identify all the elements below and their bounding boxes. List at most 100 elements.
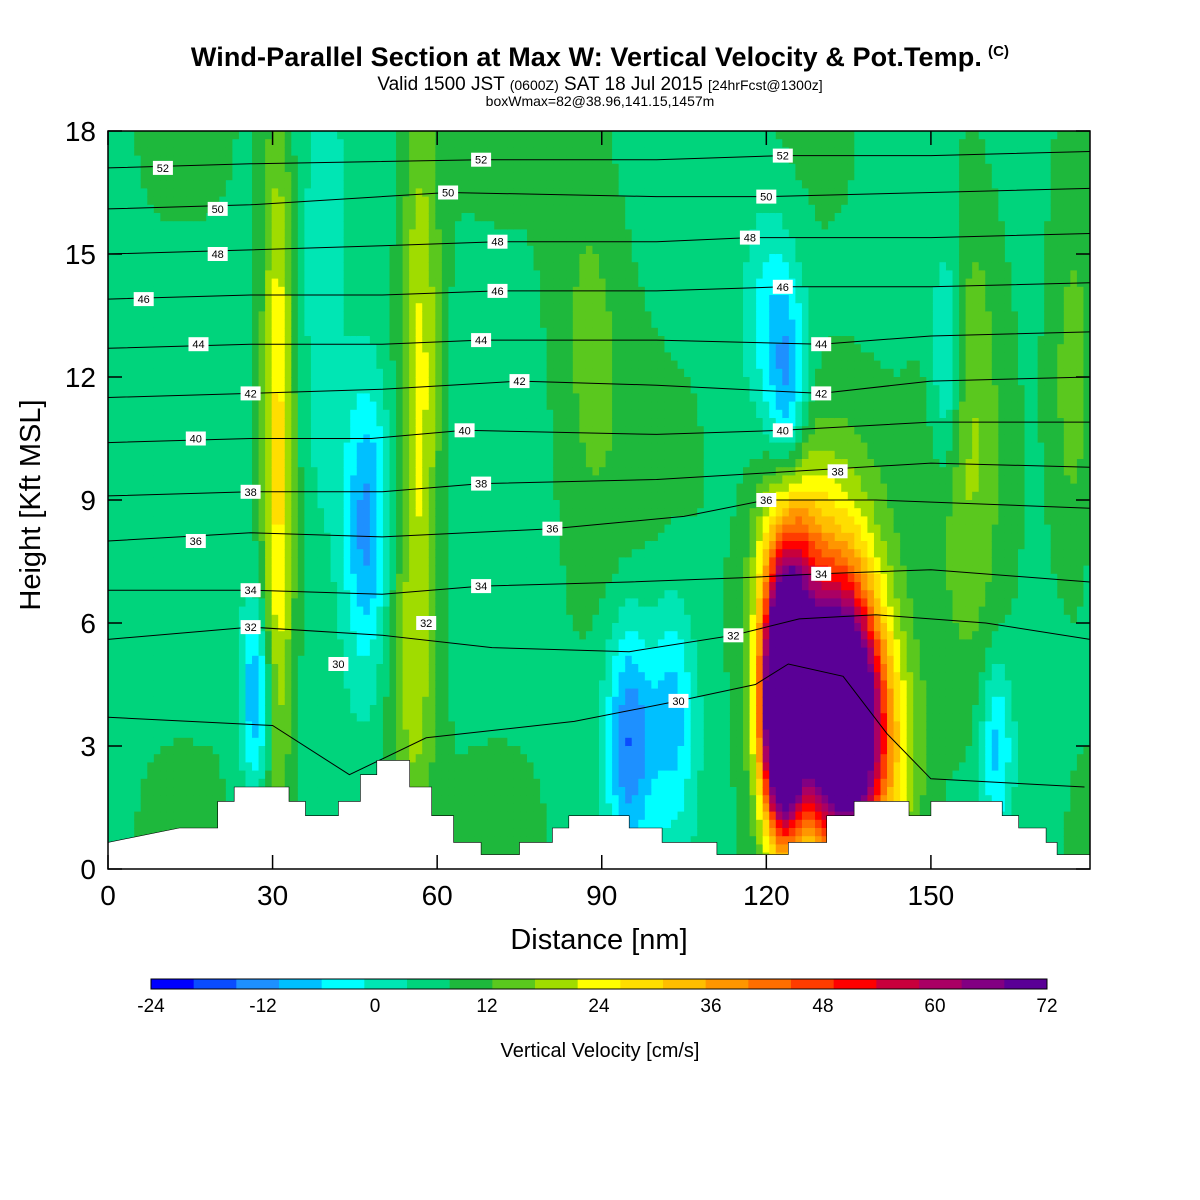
velocity-cell — [166, 360, 175, 370]
velocity-cell — [297, 467, 305, 476]
velocity-cell — [284, 237, 292, 247]
velocity-cell — [409, 401, 417, 411]
velocity-cell — [415, 442, 423, 452]
velocity-cell — [363, 409, 371, 419]
velocity-cell — [396, 139, 404, 148]
velocity-cell — [114, 418, 122, 427]
velocity-cell — [232, 295, 240, 304]
velocity-cell — [435, 221, 443, 230]
velocity-cell — [265, 549, 273, 558]
velocity-cell — [350, 549, 358, 558]
velocity-cell — [271, 532, 279, 542]
velocity-cell — [402, 196, 410, 206]
velocity-cell — [225, 368, 233, 378]
velocity-cell — [166, 623, 175, 632]
velocity-cell — [337, 262, 345, 271]
velocity-cell — [310, 278, 319, 288]
velocity-cell — [428, 541, 436, 550]
velocity-cell — [350, 483, 358, 493]
velocity-cell — [324, 368, 332, 378]
velocity-cell — [199, 327, 207, 337]
velocity-cell — [330, 639, 338, 649]
velocity-cell — [153, 377, 161, 386]
velocity-cell — [350, 762, 358, 772]
velocity-cell — [121, 590, 129, 599]
velocity-cell — [441, 705, 450, 714]
velocity-cell — [284, 245, 292, 255]
velocity-cell — [310, 172, 319, 181]
velocity-cell — [258, 573, 266, 583]
velocity-cell — [166, 549, 175, 558]
velocity-cell — [310, 778, 319, 788]
velocity-cell — [396, 705, 404, 714]
velocity-cell — [265, 557, 273, 567]
velocity-cell — [147, 688, 155, 698]
velocity-cell — [271, 131, 279, 140]
velocity-cell — [271, 696, 279, 706]
velocity-cell — [428, 721, 436, 731]
velocity-cell — [382, 582, 391, 591]
velocity-cell — [396, 360, 404, 370]
velocity-cell — [166, 639, 175, 649]
velocity-cell — [310, 360, 319, 370]
velocity-cell — [310, 254, 319, 263]
velocity-cell — [232, 631, 240, 640]
velocity-cell — [232, 639, 240, 649]
velocity-cell — [317, 500, 325, 509]
velocity-cell — [369, 295, 378, 304]
velocity-cell — [219, 368, 227, 378]
velocity-cell — [219, 582, 227, 591]
velocity-cell — [304, 500, 312, 509]
velocity-cell — [121, 705, 129, 714]
velocity-cell — [265, 524, 273, 534]
velocity-cell — [369, 213, 378, 222]
velocity-cell — [422, 754, 430, 763]
velocity-cell — [252, 467, 260, 476]
velocity-cell — [330, 163, 338, 173]
velocity-cell — [448, 286, 456, 296]
velocity-cell — [415, 664, 423, 673]
velocity-cell — [153, 188, 161, 198]
velocity-cell — [415, 303, 423, 312]
velocity-cell — [376, 270, 384, 280]
velocity-cell — [153, 147, 161, 157]
velocity-cell — [180, 368, 188, 378]
velocity-cell — [356, 393, 364, 403]
velocity-cell — [468, 139, 476, 148]
velocity-cell — [428, 664, 436, 673]
velocity-cell — [415, 254, 423, 263]
velocity-cell — [206, 582, 214, 591]
velocity-cell — [258, 139, 266, 148]
velocity-cell — [356, 582, 364, 591]
velocity-cell — [317, 278, 325, 288]
velocity-cell — [343, 549, 351, 558]
velocity-cell — [454, 450, 463, 460]
velocity-cell — [212, 729, 220, 739]
velocity-cell — [422, 278, 430, 288]
velocity-cell — [186, 770, 194, 780]
velocity-cell — [304, 229, 312, 239]
velocity-cell — [258, 631, 266, 640]
velocity-cell — [219, 311, 227, 321]
velocity-cell — [304, 631, 312, 640]
velocity-cell — [461, 729, 469, 739]
velocity-cell — [225, 770, 233, 780]
velocity-cell — [180, 524, 188, 534]
velocity-cell — [265, 672, 273, 681]
velocity-cell — [396, 418, 404, 427]
velocity-cell — [363, 196, 371, 206]
velocity-cell — [468, 418, 476, 427]
velocity-cell — [441, 409, 450, 419]
velocity-cell — [134, 237, 142, 247]
velocity-cell — [454, 672, 463, 681]
velocity-cell — [108, 754, 116, 763]
velocity-cell — [376, 606, 384, 616]
velocity-cell — [114, 655, 122, 665]
velocity-cell — [160, 680, 168, 690]
velocity-cell — [461, 344, 469, 353]
velocity-cell — [180, 508, 188, 517]
velocity-cell — [199, 549, 207, 558]
velocity-cell — [212, 631, 220, 640]
velocity-cell — [382, 737, 391, 747]
velocity-cell — [278, 270, 286, 280]
